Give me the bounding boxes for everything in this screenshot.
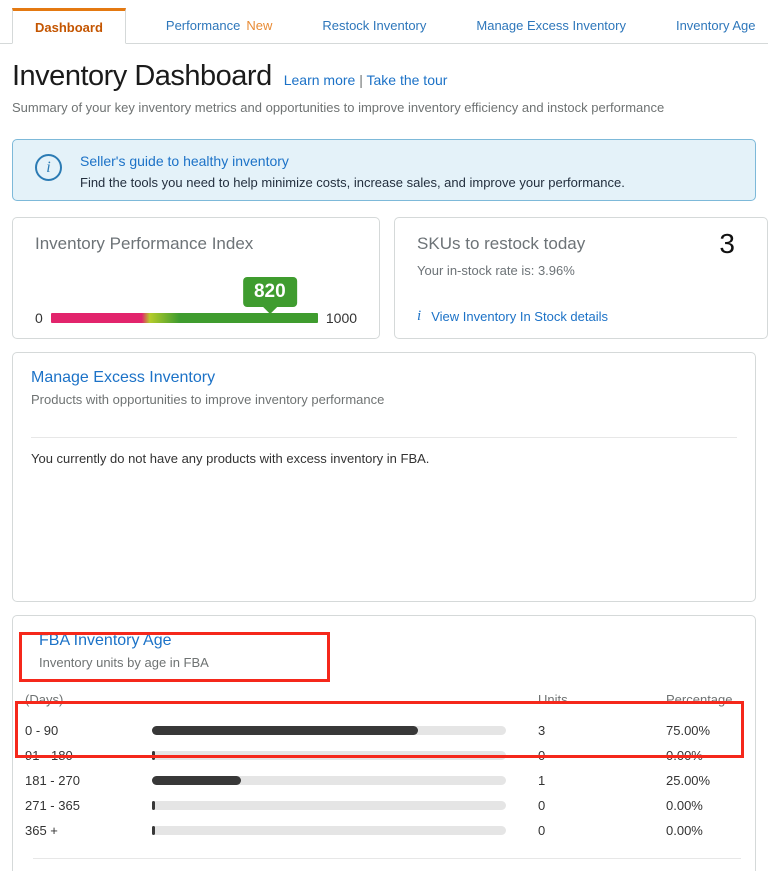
tab-restock-inventory[interactable]: Restock Inventory [312, 8, 436, 43]
col-days-header: (Days) [25, 691, 64, 707]
age-bar [152, 751, 506, 760]
learn-more-link[interactable]: Learn more [283, 72, 356, 88]
age-bar [152, 726, 506, 735]
age-units: 1 [538, 773, 546, 788]
ipi-gauge: 0 820 1000 [35, 277, 358, 326]
tab-performance-label: Performance [165, 18, 241, 33]
ipi-card-title: Inventory Performance Index [35, 234, 254, 253]
info-italic-icon: i [417, 308, 422, 324]
age-table-row: 91 - 180 0 0.00% [13, 743, 755, 768]
tab-inventory-age[interactable]: Inventory Age [666, 8, 766, 43]
page-subtitle: Summary of your key inventory metrics an… [12, 100, 665, 115]
age-percentage: 0.00% [666, 823, 703, 838]
age-bar [152, 776, 506, 785]
metric-cards-row: Inventory Performance Index 0 820 1000 S… [12, 217, 768, 339]
age-table-row: 181 - 270 1 25.00% [13, 768, 755, 793]
take-the-tour-link[interactable]: Take the tour [366, 72, 448, 88]
tab-manage-excess-inventory[interactable]: Manage Excess Inventory [466, 8, 636, 43]
info-icon: i [35, 154, 62, 181]
manage-excess-inventory-title-link[interactable]: Manage Excess Inventory [31, 369, 216, 386]
age-range: 91 - 180 [25, 748, 73, 763]
tab-performance[interactable]: Performance New [156, 8, 282, 43]
inventory-performance-index-card: Inventory Performance Index 0 820 1000 [12, 217, 381, 339]
tab-restock-inventory-label: Restock Inventory [322, 18, 427, 33]
age-percentage: 0.00% [666, 798, 703, 813]
excess-empty-message: You currently do not have any products w… [31, 451, 430, 466]
view-inventory-in-stock-link[interactable]: View Inventory In Stock details [431, 309, 609, 324]
age-bar [152, 826, 506, 835]
age-percentage: 0.00% [666, 748, 703, 763]
col-percentage-header: Percentage [666, 691, 733, 707]
gauge-track: 820 [50, 277, 318, 323]
age-range: 181 - 270 [25, 773, 80, 788]
age-percentage: 25.00% [666, 773, 711, 788]
age-percentage: 75.00% [666, 723, 711, 738]
new-badge: New [246, 18, 273, 33]
banner-text: Find the tools you need to help minimize… [80, 175, 625, 190]
age-table-row: 271 - 365 0 0.00% [13, 793, 755, 818]
tab-inventory-age-label: Inventory Age [675, 18, 756, 33]
age-table-header: (Days) Units Percentage [13, 688, 755, 710]
col-units-header: Units [538, 691, 568, 707]
fba-inventory-age-subtitle: Inventory units by age in FBA [39, 655, 209, 670]
age-units: 0 [538, 823, 546, 838]
age-units: 3 [538, 723, 546, 738]
age-bar [152, 801, 506, 810]
restock-count: 3 [719, 228, 735, 259]
fba-inventory-age-title-link[interactable]: FBA Inventory Age [39, 632, 172, 649]
skus-to-restock-card: SKUs to restock today 3 Your in-stock ra… [394, 217, 768, 339]
age-table-row: 0 - 90 3 75.00% [13, 718, 755, 743]
page-title: Inventory Dashboard [12, 60, 272, 92]
tab-dashboard[interactable]: Dashboard [12, 8, 126, 44]
manage-excess-inventory-subtitle: Products with opportunities to improve i… [31, 392, 385, 407]
gauge-max-label: 1000 [325, 310, 358, 326]
tab-dashboard-label: Dashboard [35, 19, 103, 35]
gauge-min-label: 0 [35, 310, 43, 326]
age-range: 271 - 365 [25, 798, 80, 813]
manage-excess-inventory-section: Manage Excess Inventory Products with op… [12, 352, 756, 602]
section-divider [33, 858, 741, 859]
link-separator: | [359, 72, 363, 88]
tab-manage-excess-inventory-label: Manage Excess Inventory [476, 18, 626, 33]
inventory-age-table: (Days) Units Percentage 0 - 90 3 75.00% … [13, 688, 755, 843]
gauge-score-badge: 820 [242, 277, 297, 307]
restock-card-title: SKUs to restock today [417, 234, 586, 253]
banner-title-link[interactable]: Seller's guide to healthy inventory [80, 153, 289, 169]
inventory-tab-bar: Dashboard Performance New Restock Invent… [0, 8, 768, 44]
age-range: 365 + [25, 823, 58, 838]
healthy-inventory-banner: i Seller's guide to healthy inventory Fi… [12, 139, 756, 201]
page-header: Inventory Dashboard Learn more | Take th… [12, 60, 756, 115]
instock-rate-text: Your in-stock rate is: 3.96% [417, 263, 575, 278]
age-units: 0 [538, 798, 546, 813]
age-table-row: 365 + 0 0.00% [13, 818, 755, 843]
age-range: 0 - 90 [25, 723, 59, 738]
fba-inventory-age-section: FBA Inventory Age Inventory units by age… [12, 615, 756, 871]
age-units: 0 [538, 748, 546, 763]
section-divider [31, 437, 737, 438]
